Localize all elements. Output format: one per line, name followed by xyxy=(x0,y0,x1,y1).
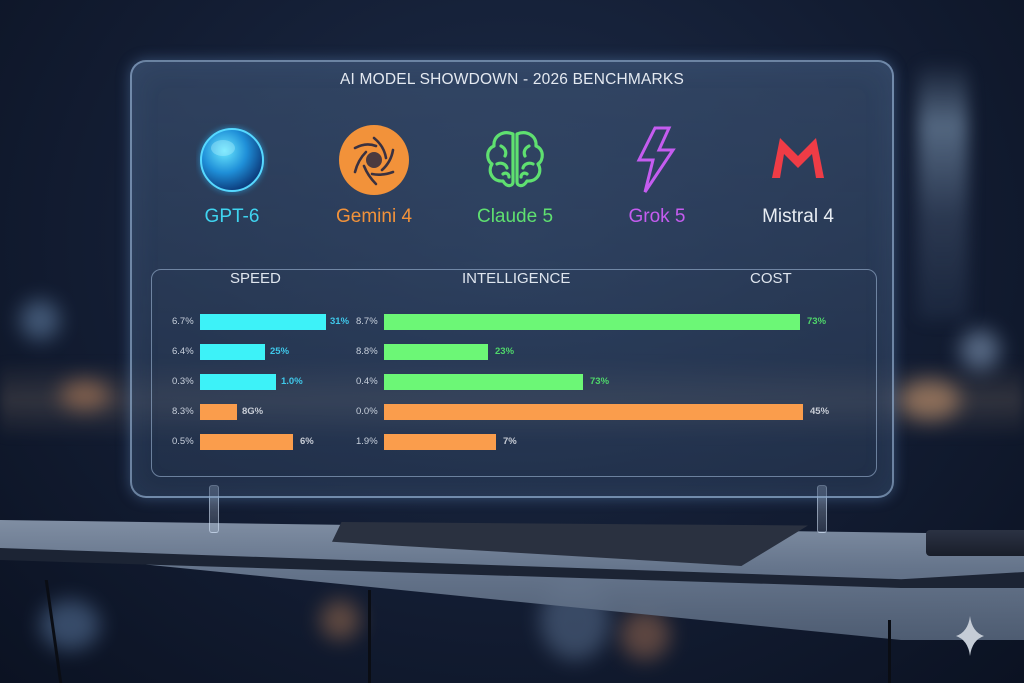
bar-value-label: 23% xyxy=(495,346,515,357)
intelligence-bar xyxy=(384,314,800,330)
model-name: Gemini 4 xyxy=(335,206,413,227)
bar-left-label: 6.4% xyxy=(172,346,194,357)
model-name: Mistral 4 xyxy=(762,206,834,227)
intelligence-bar xyxy=(384,344,488,360)
model-grok-5: Grok 5 xyxy=(587,124,727,228)
speed-bar xyxy=(200,404,237,420)
model-row: GPT-6 Gemini 4 xyxy=(132,124,892,234)
bar-value-label: 1.0% xyxy=(281,376,303,387)
chart-frame xyxy=(151,269,877,477)
speed-bar xyxy=(200,344,265,360)
bar-left-label: 1.9% xyxy=(356,436,378,447)
column-header-intelligence: INTELLIGENCE xyxy=(462,270,571,287)
glowing-orb-icon xyxy=(199,127,265,193)
panel-title: AI MODEL SHOWDOWN - 2026 BENCHMARKS xyxy=(339,71,685,88)
bar-left-label: 0.0% xyxy=(356,406,378,417)
column-header-cost: COST xyxy=(750,270,792,287)
cost-bar xyxy=(384,434,496,450)
bar-left-label: 0.3% xyxy=(172,376,194,387)
model-name: Claude 5 xyxy=(476,206,554,227)
aperture-icon xyxy=(339,125,409,195)
desk-leg xyxy=(888,620,891,683)
notebook xyxy=(926,530,1024,556)
lightning-bolt-icon xyxy=(636,126,676,193)
bar-left-label: 0.4% xyxy=(356,376,378,387)
model-claude-5: Claude 5 xyxy=(445,124,585,228)
intelligence-bar xyxy=(384,374,583,390)
bar-value-label: 45% xyxy=(810,406,830,417)
sparkle-icon xyxy=(956,616,984,656)
model-gemini-4: Gemini 4 xyxy=(304,124,444,228)
bar-left-label: 8.3% xyxy=(172,406,194,417)
blurred-skyscraper xyxy=(918,60,968,320)
bar-value-label: 73% xyxy=(590,376,610,387)
bar-value-label: 7% xyxy=(503,436,517,447)
bar-value-label: 6% xyxy=(300,436,314,447)
brain-icon xyxy=(486,131,544,188)
bar-left-label: 0.5% xyxy=(172,436,194,447)
model-mistral-4: Mistral 4 xyxy=(728,124,868,228)
bar-left-label: 6.7% xyxy=(172,316,194,327)
model-name: Grok 5 xyxy=(628,206,686,227)
speed-bar xyxy=(200,374,276,390)
bar-value-label: 8G% xyxy=(242,406,264,417)
benchmark-panel: AI MODEL SHOWDOWN - 2026 BENCHMARKS GPT-… xyxy=(130,60,894,498)
bar-value-label: 25% xyxy=(270,346,290,357)
model-name: GPT-6 xyxy=(204,206,260,227)
speed-bar xyxy=(200,314,326,330)
bar-left-label: 8.7% xyxy=(356,316,378,327)
m-logo-icon xyxy=(772,138,824,178)
bar-value-label: 73% xyxy=(807,316,827,327)
model-gpt-6: GPT-6 xyxy=(162,124,302,228)
column-header-speed: SPEED xyxy=(230,270,281,287)
bar-value-label: 31% xyxy=(330,316,350,327)
bar-left-label: 8.8% xyxy=(356,346,378,357)
desk-leg xyxy=(368,590,371,683)
cost-bar xyxy=(384,404,803,420)
speed-bar xyxy=(200,434,293,450)
